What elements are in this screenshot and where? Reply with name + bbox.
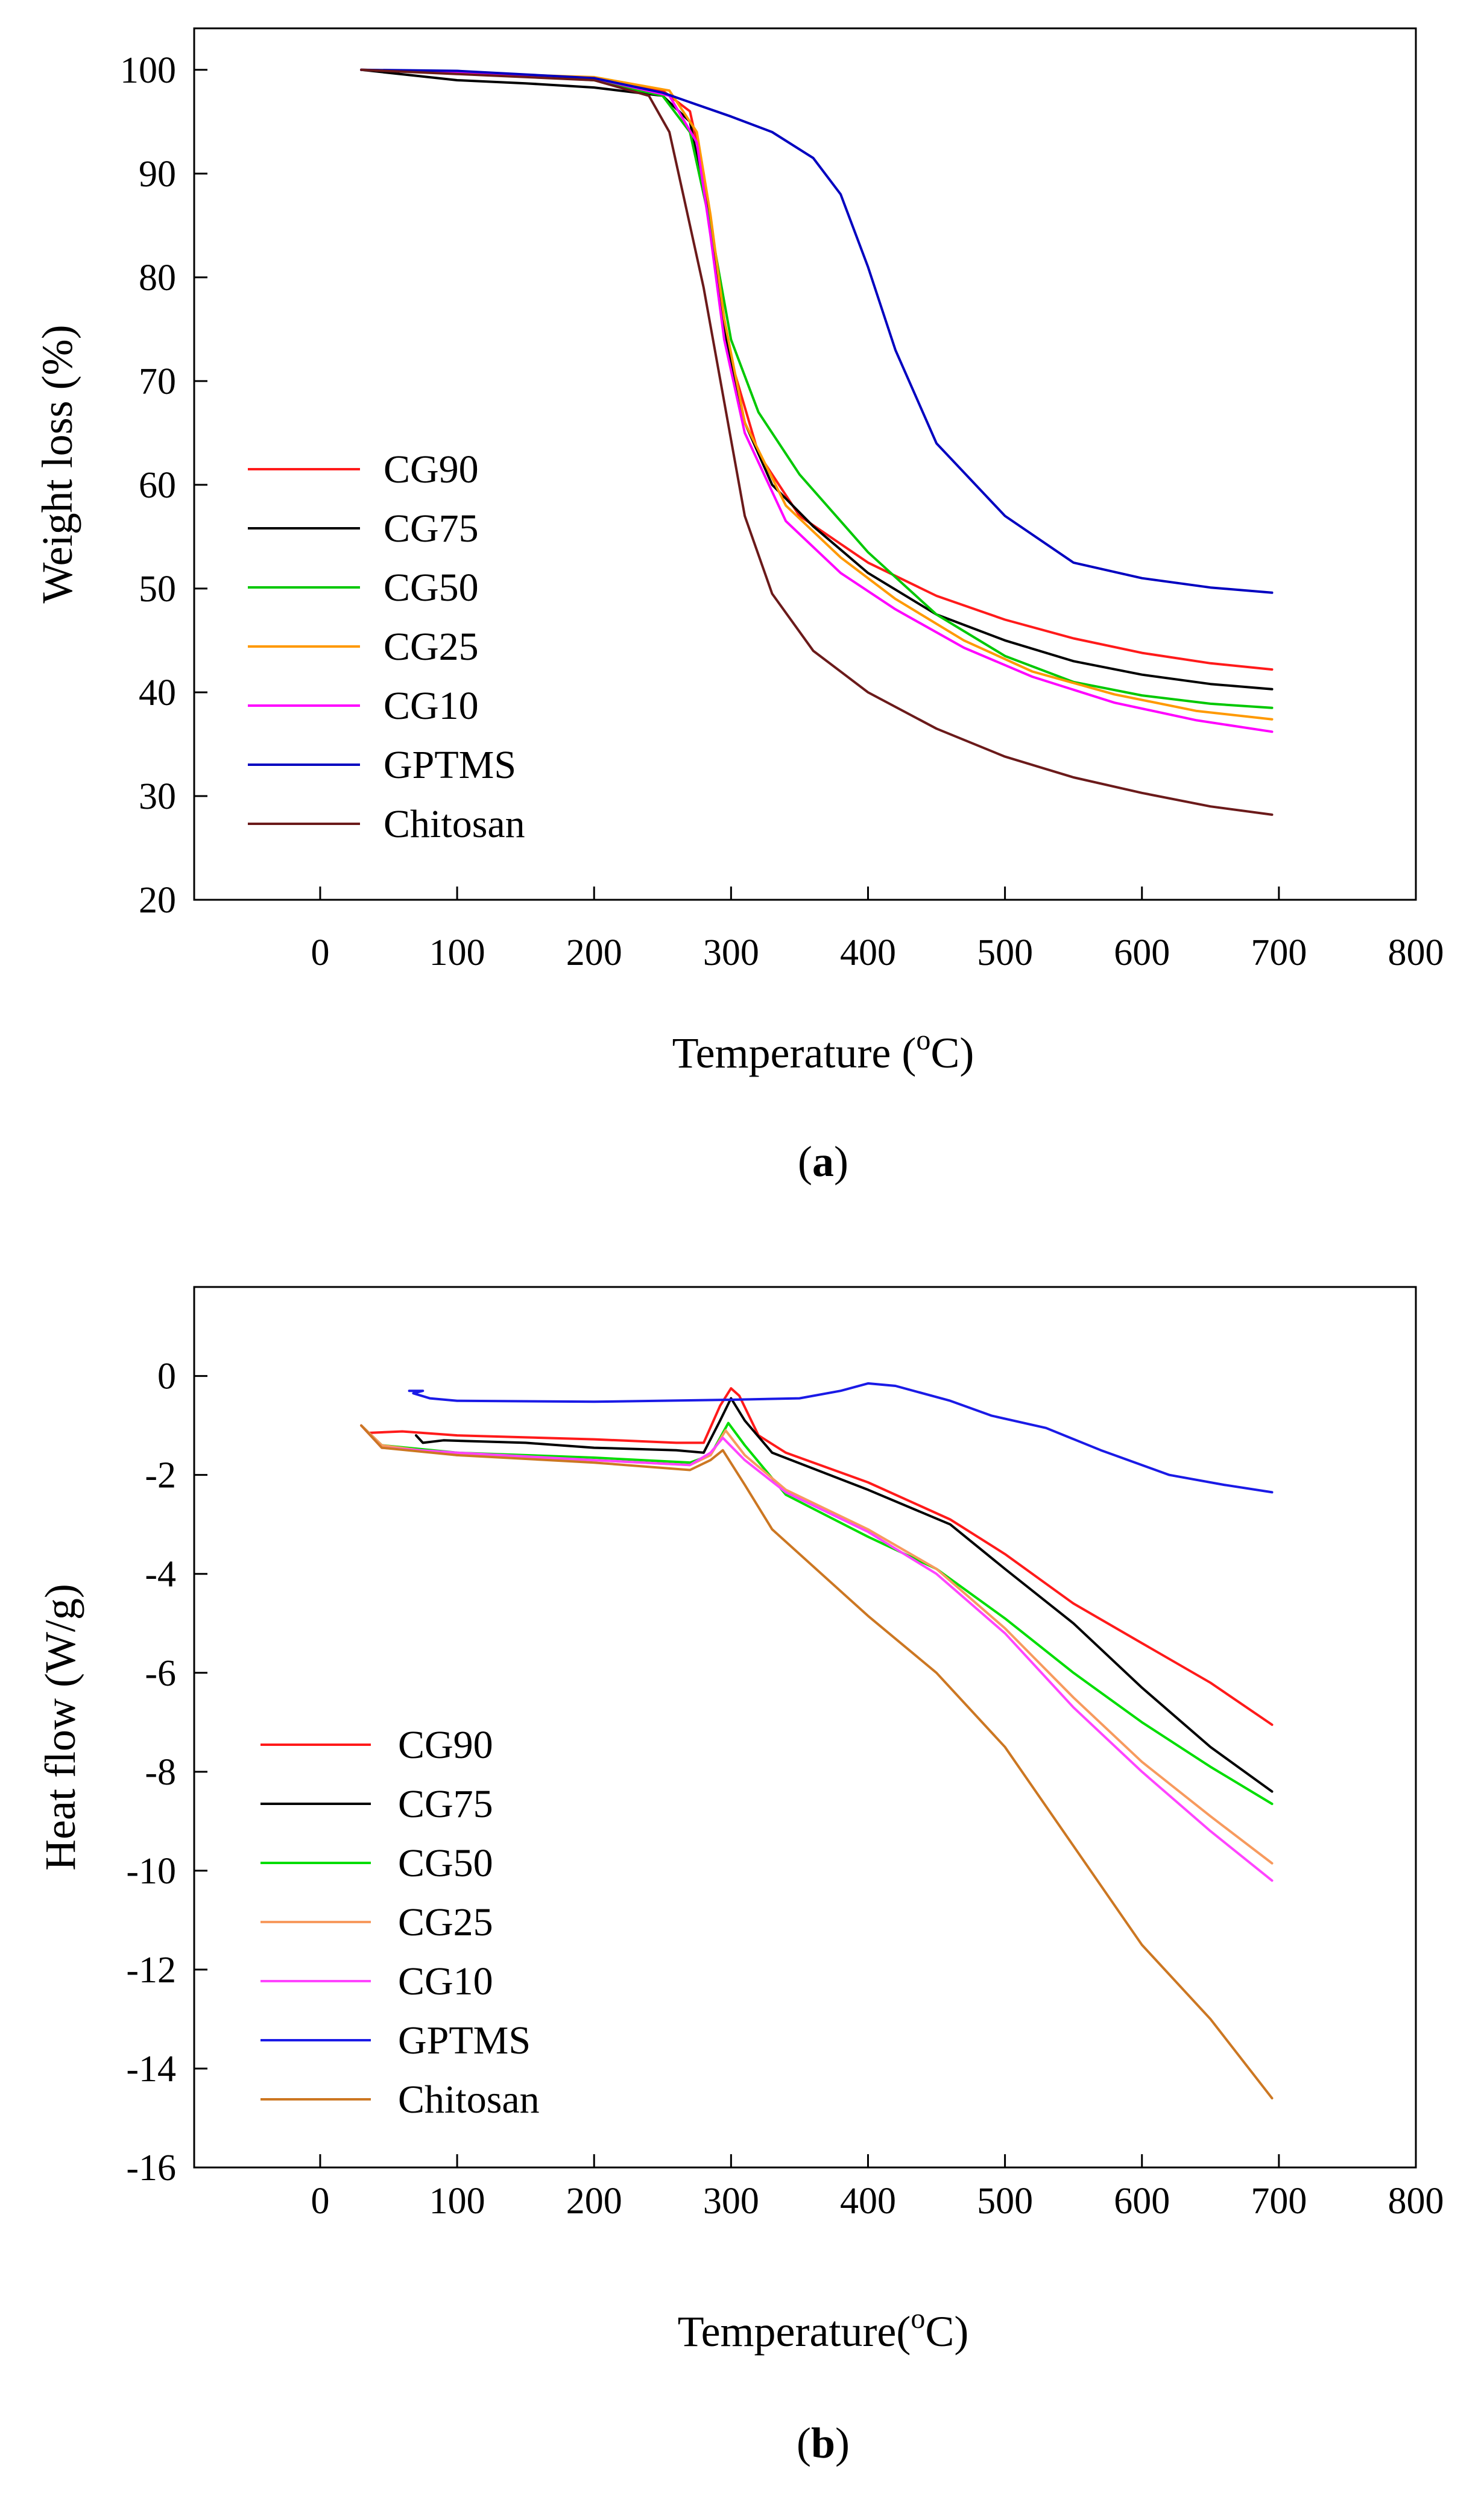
- y-tick-label: -14: [126, 2049, 176, 2090]
- x-tick-label: 200: [566, 2181, 622, 2222]
- legend-label: Chitosan: [384, 802, 525, 846]
- series-line-cg90: [360, 1387, 1274, 1726]
- x-tick-label: 500: [977, 2181, 1033, 2222]
- x-axis-title-main: Temperature(: [678, 2307, 911, 2356]
- y-tick-label: -12: [126, 1950, 176, 1991]
- y-tick-label: -8: [145, 1752, 176, 1793]
- series-line-gptms: [408, 1382, 1274, 1494]
- x-tick-label: 100: [429, 2181, 485, 2222]
- series-line-cg90: [360, 68, 1274, 671]
- y-tick-label: 0: [157, 1356, 176, 1397]
- series-line-cg50: [360, 68, 1274, 709]
- y-axis-title: Weight loss (%): [33, 324, 81, 603]
- y-tick-label: 60: [139, 465, 176, 506]
- y-tick-label: 100: [120, 50, 176, 91]
- x-axis-title-main: Temperature (: [672, 1029, 917, 1077]
- y-tick-label: -2: [145, 1455, 176, 1496]
- series-line-gptms: [360, 68, 1274, 594]
- legend-label: CG75: [384, 507, 479, 551]
- legend-label: CG10: [398, 1959, 493, 2003]
- series-line-chitosan: [360, 68, 1274, 816]
- series-line-chitosan: [360, 1424, 1274, 2100]
- chart-panel-b: 0 100 200 300 400 500 600 700 800 -16 -14 -12 -10 -8 -…: [36, 1286, 1444, 2467]
- x-tick-label: 400: [840, 932, 896, 973]
- x-axis-title: Temperature (oC): [672, 1024, 974, 1077]
- panel-letter: b: [811, 2419, 835, 2467]
- series-line-cg10: [360, 68, 1274, 733]
- series-line-cg50: [360, 1421, 1274, 1806]
- legend-label: CG25: [398, 1900, 493, 1944]
- x-tick-label: 300: [703, 932, 759, 973]
- y-tick-label: 70: [139, 361, 176, 402]
- y-tick-label: 80: [139, 258, 176, 299]
- x-tick-label: 0: [311, 2181, 329, 2222]
- panel-paren-close: ): [834, 1137, 848, 1186]
- y-tick-label: 40: [139, 672, 176, 713]
- x-tick-label: 600: [1114, 2181, 1170, 2222]
- legend-label: CG25: [384, 625, 479, 669]
- x-tick-label: 500: [977, 932, 1033, 973]
- legend-label: GPTMS: [398, 2019, 531, 2063]
- x-tick-label: 600: [1114, 932, 1170, 973]
- y-tick-label: -10: [126, 1851, 176, 1892]
- x-axis-title-end: C): [925, 2307, 968, 2356]
- plot-frame: [193, 27, 1417, 901]
- x-axis-title-sup: o: [916, 1024, 930, 1056]
- y-tick-label: 30: [139, 776, 176, 817]
- x-tick-label: 800: [1388, 932, 1444, 973]
- legend-label: GPTMS: [384, 743, 516, 787]
- panel-letter: a: [812, 1137, 834, 1186]
- chart-panel-a: 0 100 200 300 400 500 600 700 800 20 30 40 50 60 70 80 9…: [33, 27, 1444, 1186]
- y-axis-title: Heat flow (W/g): [36, 1584, 84, 1871]
- legend-label: Chitosan: [398, 2078, 540, 2122]
- x-tick-label: 700: [1251, 2181, 1307, 2222]
- series-line-cg75: [360, 68, 1274, 691]
- x-axis-title-sup: o: [911, 2303, 925, 2335]
- legend-label: CG90: [384, 447, 479, 492]
- x-axis-title: Temperature(oC): [678, 2303, 969, 2356]
- series-line-cg25: [360, 1424, 1274, 1865]
- x-tick-label: 200: [566, 932, 622, 973]
- series-line-cg75: [415, 1397, 1274, 1793]
- panel-paren-open: (: [798, 1137, 812, 1186]
- y-tick-label: -4: [145, 1554, 176, 1595]
- x-tick-label: 0: [311, 932, 329, 973]
- x-tick-label: 400: [840, 2181, 896, 2222]
- legend-label: CG50: [384, 566, 479, 610]
- x-tick-label: 800: [1388, 2181, 1444, 2222]
- y-tick-label: 20: [139, 880, 176, 921]
- series-line-cg25: [360, 68, 1274, 721]
- panel-paren-close: ): [835, 2419, 850, 2467]
- panel-label: (a): [798, 1137, 848, 1186]
- x-tick-label: 300: [703, 2181, 759, 2222]
- legend-label: CG50: [398, 1841, 493, 1885]
- x-tick-label: 100: [429, 932, 485, 973]
- x-axis-title-end: C): [930, 1029, 974, 1077]
- legend-label: CG90: [398, 1723, 493, 1767]
- panel-paren-open: (: [797, 2419, 811, 2467]
- plot-frame: [193, 1286, 1417, 2169]
- panel-label: (b): [797, 2419, 850, 2467]
- legend-label: CG10: [384, 684, 479, 728]
- series-line-cg10: [360, 1424, 1274, 1882]
- y-tick-label: 90: [139, 154, 176, 195]
- y-tick-label: -6: [145, 1653, 176, 1694]
- y-tick-label: 50: [139, 569, 176, 610]
- y-tick-label: -16: [126, 2148, 176, 2189]
- legend-label: CG75: [398, 1782, 493, 1826]
- x-tick-label: 700: [1251, 932, 1307, 973]
